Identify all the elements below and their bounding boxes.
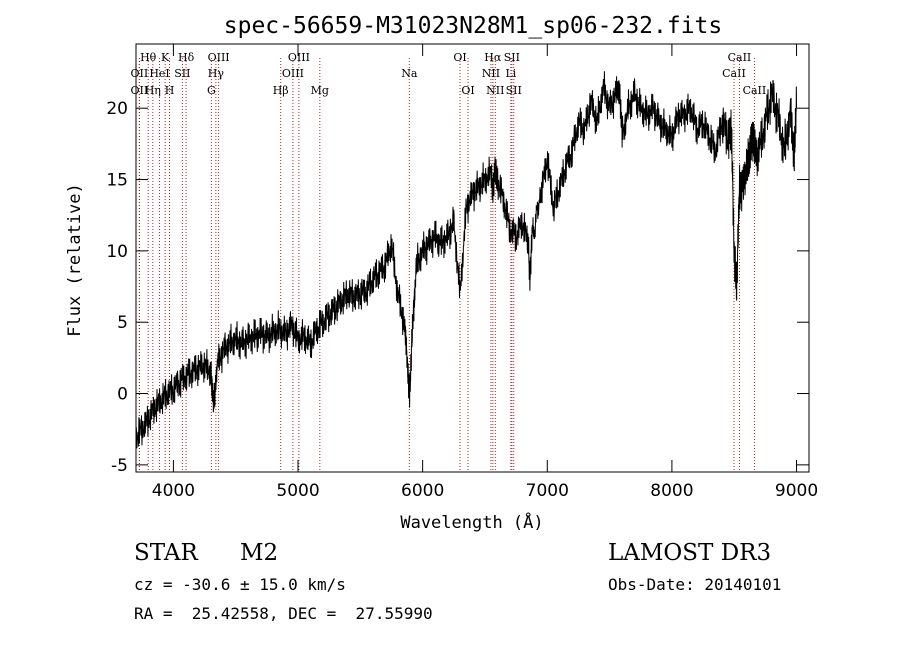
marker-label: Li xyxy=(505,67,516,80)
x-tick-label: 6000 xyxy=(401,481,444,501)
marker-label: SII xyxy=(506,84,522,97)
x-tick-label: 7000 xyxy=(526,481,569,501)
x-tick-label: 5000 xyxy=(276,481,319,501)
x-tick-label: 9000 xyxy=(775,481,818,501)
marker-label: Hη xyxy=(145,84,161,97)
x-tick-label: 8000 xyxy=(650,481,693,501)
marker-label: Na xyxy=(401,67,418,80)
marker-label: CaII xyxy=(743,84,767,97)
marker-label: OI xyxy=(461,84,474,97)
marker-label: Hθ xyxy=(140,51,157,64)
marker-label: Hα xyxy=(484,51,502,64)
y-tick-label: -5 xyxy=(111,456,128,476)
marker-label: G xyxy=(207,84,216,97)
object-subclass: M2 xyxy=(240,540,279,566)
x-tick-label: 4000 xyxy=(152,481,195,501)
chart-title: spec-56659-M31023N28M1_sp06-232.fits xyxy=(224,13,723,39)
marker-label: Hβ xyxy=(273,84,289,97)
y-tick-label: 10 xyxy=(106,242,128,262)
marker-label: CaII xyxy=(722,67,746,80)
y-axis-label: Flux (relative) xyxy=(65,183,85,337)
axis-ticks: 4000 5000 6000 7000 8000 9000 -5 0 5 10 15 20 xyxy=(106,44,818,501)
marker-label: Hγ xyxy=(208,67,225,80)
marker-label: Hδ xyxy=(178,51,195,64)
marker-label: OIII xyxy=(282,67,304,80)
x-axis-label: Wavelength (Å) xyxy=(400,511,543,533)
spectrum-line xyxy=(135,71,797,450)
marker-label: Mg xyxy=(311,84,329,97)
y-tick-label: 20 xyxy=(106,99,128,119)
marker-label: K xyxy=(161,51,170,64)
marker-label: OII xyxy=(131,84,149,97)
marker-label: CaII xyxy=(728,51,752,64)
obs-date: Obs-Date: 20140101 xyxy=(608,575,782,594)
object-class: STAR xyxy=(134,540,198,566)
marker-label: SII xyxy=(174,67,190,80)
plot-frame xyxy=(135,43,810,473)
marker-label: H xyxy=(165,84,175,97)
y-tick-label: 15 xyxy=(106,171,128,191)
marker-label: OIII xyxy=(288,51,310,64)
marker-label: NII xyxy=(482,67,500,80)
marker-label: HeI xyxy=(149,67,169,80)
y-tick-label: 0 xyxy=(117,385,128,405)
survey-name: LAMOST DR3 xyxy=(608,540,772,566)
redshift-cz: cz = -30.6 ± 15.0 km/s xyxy=(134,575,346,594)
marker-label: NII xyxy=(486,84,504,97)
coordinates: RA = 25.42558, DEC = 27.55990 xyxy=(134,604,433,623)
marker-label: SII xyxy=(504,51,520,64)
marker-label: OIII xyxy=(208,51,230,64)
marker-label: OI xyxy=(453,51,466,64)
y-tick-label: 5 xyxy=(117,313,128,333)
